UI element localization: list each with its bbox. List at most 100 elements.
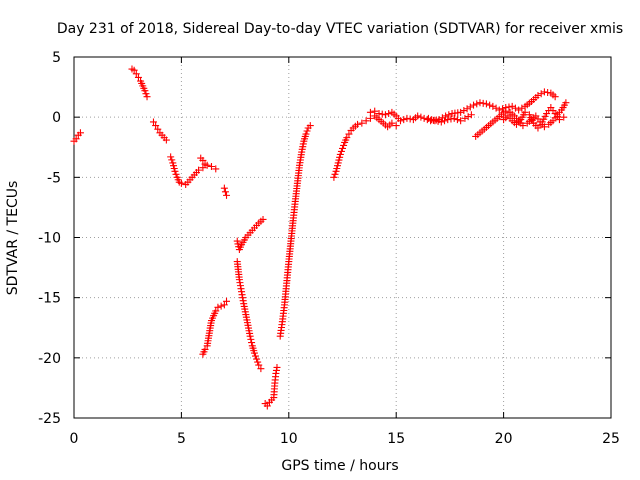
data-point	[220, 184, 228, 192]
data-markers	[70, 65, 570, 410]
data-point	[406, 115, 414, 123]
data-point	[345, 130, 353, 138]
data-series-arc-7	[199, 297, 231, 358]
data-series-arc-16	[500, 104, 568, 132]
data-point	[134, 73, 142, 81]
data-point	[486, 101, 494, 109]
y-tick-label: 5	[52, 50, 61, 66]
x-tick-label: 20	[495, 431, 513, 447]
data-series-arc-3	[149, 118, 170, 144]
data-point	[142, 90, 150, 98]
data-point	[162, 136, 170, 144]
data-point	[149, 118, 157, 126]
data-series-arc-14	[424, 111, 475, 126]
data-point	[143, 93, 151, 101]
data-point	[457, 117, 465, 125]
data-point	[555, 116, 563, 124]
data-series-arc-2	[128, 65, 151, 101]
data-series-arc-11	[276, 122, 314, 340]
data-point	[259, 215, 267, 223]
data-series-arc-4	[167, 153, 220, 189]
data-series-arc-12	[330, 112, 400, 181]
data-point	[476, 99, 484, 107]
data-point	[362, 117, 370, 125]
data-point	[339, 144, 346, 152]
data-point	[72, 135, 80, 143]
data-point	[336, 150, 344, 158]
data-point	[396, 117, 404, 125]
data-point	[428, 116, 436, 124]
data-point	[403, 114, 411, 122]
data-point	[302, 130, 310, 138]
data-point	[195, 166, 203, 174]
data-point	[212, 307, 220, 315]
data-point	[250, 349, 258, 357]
data-point	[511, 104, 519, 112]
data-point	[130, 66, 138, 74]
data-point	[473, 100, 481, 108]
data-point	[247, 335, 255, 343]
data-series-arc-13	[366, 88, 559, 125]
x-tick-label: 0	[70, 431, 79, 447]
data-point	[167, 153, 175, 161]
y-tick-label: -15	[38, 291, 61, 307]
gridlines	[74, 57, 611, 418]
x-tick-labels: 0 5 10 15 20 25	[70, 431, 620, 447]
data-point	[306, 122, 314, 130]
data-point	[502, 107, 510, 115]
data-point	[562, 99, 570, 107]
x-tick-label: 10	[280, 431, 298, 447]
data-point	[252, 352, 260, 360]
data-point	[366, 108, 374, 116]
y-tick-label: -10	[38, 231, 61, 247]
chart-title: Day 231 of 2018, Sidereal Day-to-day VTE…	[57, 21, 623, 37]
data-point	[453, 116, 461, 124]
data-point	[378, 110, 386, 118]
data-point	[537, 90, 545, 98]
data-point	[354, 120, 362, 128]
data-point	[492, 104, 500, 112]
y-tick-label: -25	[38, 411, 61, 427]
data-point	[463, 105, 471, 113]
data-point	[375, 110, 383, 118]
data-point	[515, 106, 523, 114]
data-point	[447, 115, 455, 123]
data-point	[257, 365, 265, 373]
y-tick-label: -20	[38, 351, 61, 367]
data-point	[263, 402, 271, 410]
data-point	[273, 363, 281, 371]
data-point	[470, 101, 478, 109]
data-point	[220, 301, 228, 309]
data-point	[434, 117, 442, 125]
data-point	[400, 116, 408, 124]
x-tick-label: 25	[602, 431, 620, 447]
data-point	[223, 297, 231, 305]
x-tick-label: 15	[387, 431, 405, 447]
data-point	[201, 345, 209, 353]
data-point	[385, 110, 393, 118]
data-point	[442, 112, 450, 120]
data-point	[482, 100, 490, 108]
data-series-arc-10	[261, 363, 281, 410]
data-point	[212, 165, 220, 173]
y-axis-label: SDTVAR / TECUs	[5, 181, 21, 296]
x-axis-label: GPS time / hours	[281, 458, 398, 474]
data-point	[518, 104, 526, 112]
data-point	[424, 114, 432, 122]
data-point	[253, 355, 261, 363]
data-point	[343, 134, 351, 142]
data-point	[172, 170, 180, 178]
data-point	[467, 111, 475, 119]
data-point	[199, 156, 207, 164]
data-point	[366, 114, 374, 122]
data-point	[340, 141, 348, 149]
data-point	[223, 191, 231, 199]
data-point	[337, 147, 345, 155]
data-point	[544, 88, 552, 96]
y-tick-label: 0	[52, 110, 61, 126]
data-point	[551, 93, 559, 101]
data-point	[431, 117, 439, 125]
data-point	[445, 111, 453, 119]
data-point	[464, 113, 472, 121]
